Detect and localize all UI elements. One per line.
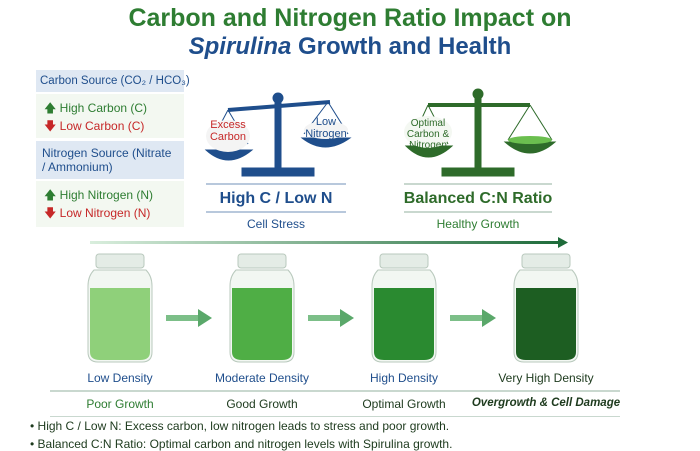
culture-jar-icon [371, 253, 437, 363]
jar-growth-label: Optimal Growth [362, 397, 446, 411]
scale-title-balanced: Balanced C:N Ratio [403, 190, 553, 207]
scale-title-high-c: High C / Low N [219, 190, 333, 207]
arrow-right-icon [166, 309, 212, 327]
carbon-source-header: Carbon Source (CO₂ / HCO₃) [36, 70, 190, 92]
note-2: • Balanced C:N Ratio: Optimal carbon and… [30, 437, 453, 451]
high-nitrogen-label: High Nitrogen (N) [59, 188, 154, 202]
arrow-down-icon: 🡇 [44, 206, 60, 220]
note-2-text: Balanced C:N Ratio: Optimal carbon and n… [37, 437, 453, 451]
low-carbon-label: Low Carbon (C) [59, 119, 145, 133]
scales-illustration [204, 88, 557, 177]
jar-culture-fill [374, 288, 434, 360]
culture-jar-icon [87, 253, 153, 363]
legend-panel: Carbon Source (CO₂ / HCO₃) 🡅 High Carbon… [36, 70, 190, 227]
jar-density-label: High Density [369, 371, 439, 385]
jar-density-label: Moderate Density [214, 371, 310, 385]
optimal-pan-label: Optimal Carbon & Nitrogen [406, 118, 450, 151]
low-carbon-item: 🡇 Low Carbon (C) [44, 117, 176, 135]
scale-subtitle-cell-stress: Cell Stress [246, 217, 305, 231]
jar-density-label: Very High Density [498, 371, 594, 385]
scale-subtitle-healthy: Healthy Growth [436, 217, 520, 231]
arrow-right-icon [308, 309, 354, 327]
arrow-up-icon: 🡅 [44, 188, 60, 202]
high-carbon-label: High Carbon (C) [59, 101, 148, 115]
title-line-1: Carbon and Nitrogen Ratio Impact on [128, 4, 572, 32]
balanced-scale-icon [404, 88, 557, 177]
jar-culture-fill [516, 288, 576, 360]
arrow-down-icon: 🡇 [44, 119, 60, 133]
title-species: Spirulina [188, 33, 292, 60]
low-nitrogen-item: 🡇 Low Nitrogen (N) [44, 204, 176, 222]
title-rest: Growth and Health [291, 33, 512, 60]
unbalanced-scale-icon [204, 92, 352, 177]
title-line-2: Spirulina Growth and Health [0, 33, 700, 61]
low-nitrogen-label: Low Nitrogen (N) [59, 206, 151, 220]
arrow-up-icon: 🡅 [44, 101, 60, 115]
jar-culture-fill [90, 288, 150, 360]
high-nitrogen-item: 🡅 High Nitrogen (N) [44, 186, 176, 204]
excess-carbon-label: Excess Carbon [209, 119, 247, 143]
high-carbon-item: 🡅 High Carbon (C) [44, 99, 176, 117]
jar-culture-fill [232, 288, 292, 360]
jar-growth-label: Overgrowth & Cell Damage [471, 397, 621, 409]
nitrogen-source-header: Nitrogen Source (Nitrate / Ammonium) [36, 141, 184, 179]
low-nitrogen-pan-label: Low Nitrogen [305, 116, 347, 140]
progression-arrow [90, 237, 568, 248]
jar-growth-label: Good Growth [226, 397, 298, 411]
note-1-text: High C / Low N: Excess carbon, low nitro… [37, 419, 450, 433]
note-1: • High C / Low N: Excess carbon, low nit… [30, 419, 450, 433]
arrow-right-icon [450, 309, 496, 327]
jar-growth-label: Poor Growth [86, 397, 154, 411]
jar-density-label: Low Density [87, 371, 153, 385]
culture-jar-icon [513, 253, 579, 363]
culture-jar-icon [229, 253, 295, 363]
